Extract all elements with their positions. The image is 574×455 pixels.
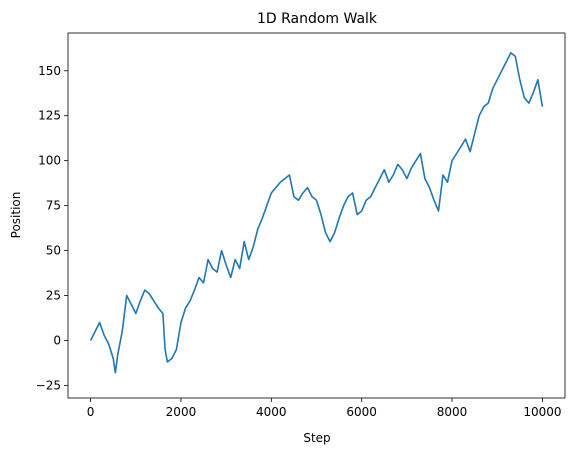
x-tick-label: 6000: [346, 405, 377, 419]
y-tick-label: 0: [53, 333, 61, 347]
plot-area: [67, 32, 566, 399]
x-tick-label: 8000: [437, 405, 468, 419]
y-tick-label: 100: [38, 154, 61, 168]
y-axis-label: Position: [9, 192, 23, 239]
y-tick-label: −25: [36, 378, 61, 392]
y-tick-label: 150: [38, 64, 61, 78]
y-axis-ticks: −25 0 25 50 75 100 125 150: [36, 64, 68, 392]
series-layer: [89, 51, 544, 374]
x-axis-ticks: 0 2000 4000 6000 8000 10000: [87, 398, 562, 419]
x-tick-label: 2000: [166, 405, 197, 419]
x-tick-label: 10000: [523, 405, 561, 419]
x-tick-label: 4000: [256, 405, 287, 419]
y-tick-label: 50: [46, 244, 61, 258]
x-axis-label: Step: [303, 431, 330, 445]
x-tick-label: 0: [87, 405, 95, 419]
chart-title: 1D Random Walk: [257, 11, 378, 27]
y-tick-label: 75: [46, 199, 61, 213]
random-walk-line: [89, 51, 544, 374]
y-tick-label: 125: [38, 109, 61, 123]
axes-frame: [67, 32, 566, 399]
y-tick-label: 25: [46, 289, 61, 303]
